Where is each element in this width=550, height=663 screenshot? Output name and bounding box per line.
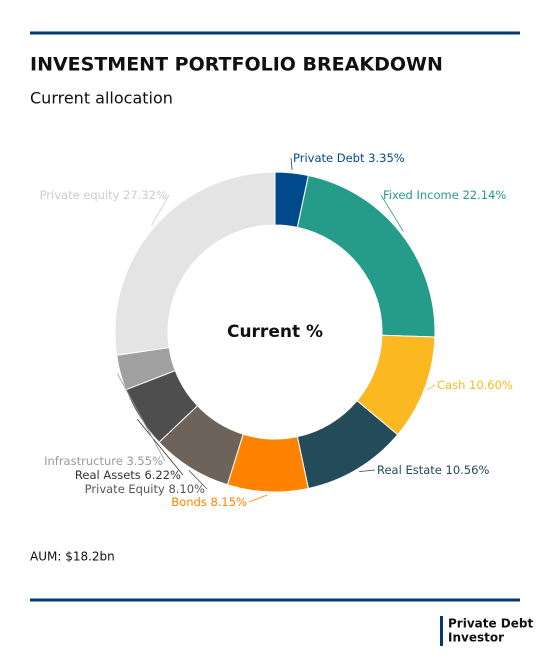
segment-name: Fixed Income xyxy=(383,188,459,202)
segment-name: Private Debt xyxy=(293,151,365,165)
value-label: 3.55% xyxy=(126,454,163,468)
leader-line xyxy=(136,418,184,476)
logo-bar xyxy=(440,616,443,646)
leader-line xyxy=(117,373,166,462)
value-label: 6.22% xyxy=(144,468,181,482)
segment-label: Fixed Income 22.14% xyxy=(383,188,506,202)
segment-label: Infrastructure 3.55% xyxy=(44,454,163,468)
segment-label: Bonds 8.15% xyxy=(171,495,247,509)
segment-label: Real Assets 6.22% xyxy=(75,468,181,482)
leader-line xyxy=(151,194,170,226)
segment-name: Infrastructure xyxy=(44,454,123,468)
leader-line xyxy=(290,157,293,170)
logo-text: Private Debt xyxy=(448,617,533,631)
segment-name: Private equity xyxy=(40,188,120,202)
note: AUM: $18.2bn xyxy=(30,550,115,564)
leader-line xyxy=(359,469,376,473)
segment-name: Cash xyxy=(437,378,465,392)
leader-line xyxy=(248,494,268,503)
value-label: 10.60% xyxy=(469,378,513,392)
segment-label: Cash 10.60% xyxy=(437,378,513,392)
value-label: 10.56% xyxy=(446,463,490,477)
segment-label: Private Equity 8.10% xyxy=(85,482,205,496)
segment-name: Real Assets xyxy=(75,468,141,482)
logo-text: Investor xyxy=(448,631,504,645)
donut-segment xyxy=(114,171,276,356)
value-label: 8.15% xyxy=(210,495,247,509)
segment-name: Bonds xyxy=(171,495,207,509)
chart-title: INVESTMENT PORTFOLIO BREAKDOWN xyxy=(30,54,443,76)
leader-line xyxy=(427,384,436,391)
value-label: 22.14% xyxy=(462,188,506,202)
leader-line xyxy=(380,194,404,232)
center-label: Current % xyxy=(227,322,323,342)
value-label: 27.32% xyxy=(123,188,167,202)
leader-line xyxy=(188,470,208,490)
segment-name: Real Estate xyxy=(377,463,442,477)
segment-label: Real Estate 10.56% xyxy=(377,463,489,477)
segment-label: Private equity 27.32% xyxy=(40,188,168,202)
value-label: 8.10% xyxy=(168,482,205,496)
segment-name: Private Equity xyxy=(85,482,165,496)
value-label: 3.35% xyxy=(368,151,405,165)
segment-label: Private Debt 3.35% xyxy=(293,151,405,165)
chart-subtitle: Current allocation xyxy=(30,89,173,108)
